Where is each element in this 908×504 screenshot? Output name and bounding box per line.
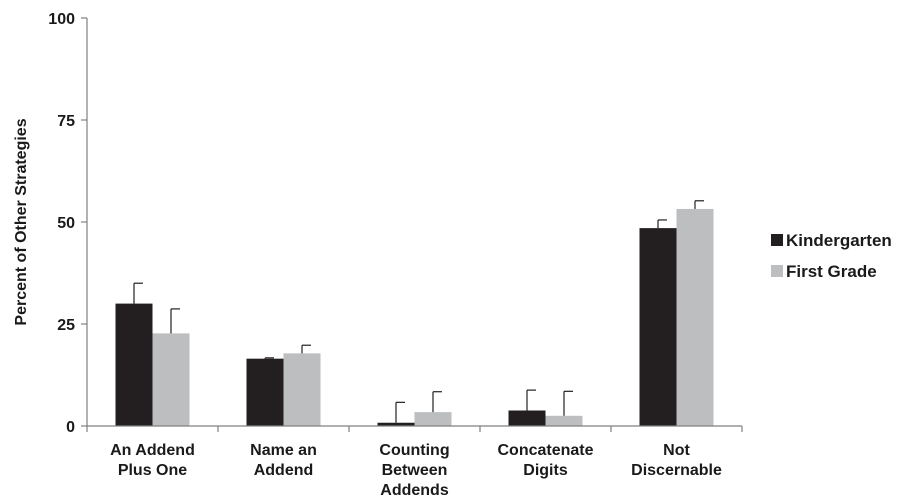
- legend-label: First Grade: [786, 262, 877, 281]
- x-category-label: Counting: [379, 442, 449, 459]
- y-axis-label: Percent of Other Strategies: [13, 118, 30, 325]
- y-axis: 0 25 50 75 100: [48, 11, 88, 436]
- legend-label: Kindergarten: [786, 231, 892, 250]
- bar-kindergarten: [639, 228, 677, 426]
- error-bars: [133, 200, 704, 423]
- bar-kindergarten: [115, 303, 153, 426]
- bar-first-grade: [545, 415, 583, 426]
- bar-first-grade: [414, 412, 452, 426]
- legend-swatch: [771, 234, 783, 246]
- x-category-label: Discernable: [631, 462, 722, 479]
- legend-swatch: [771, 265, 783, 277]
- x-category-label: Plus One: [118, 462, 187, 479]
- bars: [115, 208, 714, 426]
- x-category-label: Addend: [254, 462, 314, 479]
- x-axis: An Addend Plus One Name an Addend Counting Be…: [86, 425, 743, 499]
- bar-kindergarten: [508, 410, 546, 426]
- y-tick-label: 75: [57, 113, 75, 130]
- y-tick-label: 0: [66, 419, 75, 436]
- bar-first-grade: [152, 333, 190, 426]
- x-category-label: Concatenate: [497, 442, 593, 459]
- bar-first-grade: [283, 353, 321, 426]
- x-category-label: Digits: [523, 462, 568, 479]
- bar-first-grade: [676, 208, 714, 426]
- legend: Kindergarten First Grade: [771, 231, 892, 281]
- bar-kindergarten: [377, 422, 415, 426]
- y-tick-label: 50: [57, 215, 75, 232]
- x-category-label: An Addend: [110, 442, 195, 459]
- y-tick-label: 25: [57, 317, 75, 334]
- x-category-label: Between: [382, 462, 448, 479]
- bar-kindergarten: [246, 358, 284, 426]
- y-tick-label: 100: [48, 11, 75, 28]
- x-category-label: Name an: [250, 442, 317, 459]
- x-category-label: Not: [663, 442, 690, 459]
- x-category-label: Addends: [380, 482, 449, 499]
